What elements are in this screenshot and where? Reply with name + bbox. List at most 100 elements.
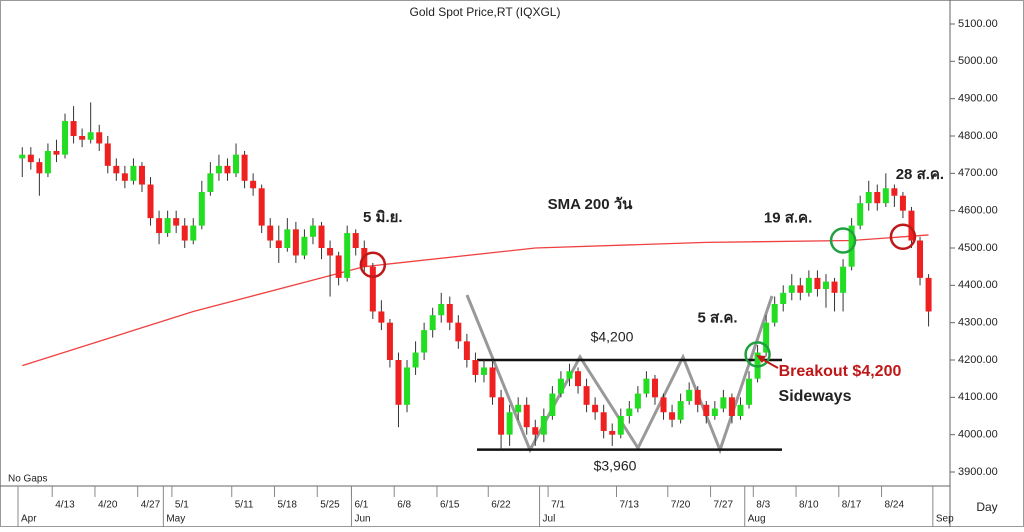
candle-body [660, 397, 667, 413]
candle-body [532, 427, 539, 435]
candle-body [617, 416, 624, 435]
candle-body [241, 154, 248, 181]
month-label: Sep [936, 514, 954, 525]
candle-body [181, 225, 188, 241]
candle-body [352, 233, 359, 248]
candle-body [327, 248, 334, 256]
event-label: 5 ส.ค. [698, 309, 738, 326]
candle-body [840, 266, 847, 293]
x-tick-label: 5/11 [235, 500, 254, 511]
candle-body [318, 225, 325, 248]
candle-body [164, 218, 171, 234]
y-tick-label: 4000.00 [958, 429, 998, 441]
month-label: Apr [21, 514, 37, 525]
candle-body [583, 386, 590, 405]
note: No Gaps [8, 474, 47, 485]
candle-body [344, 233, 351, 278]
candle-body [378, 311, 385, 323]
x-tick-label: 8/24 [885, 500, 905, 511]
sideways-label: Sideways [779, 388, 852, 405]
candle-body [540, 416, 547, 435]
candle-body [728, 397, 735, 416]
candle-body [891, 188, 898, 196]
x-tick-label: 5/1 [175, 500, 189, 511]
x-tick-label: 4/13 [55, 500, 75, 511]
x-tick-label: 6/15 [440, 500, 460, 511]
candle-body [720, 397, 727, 409]
candle-body [566, 371, 573, 379]
event-label: 19 ส.ค. [764, 210, 812, 227]
candle-body [882, 188, 889, 204]
candle-body [207, 173, 214, 192]
candle-body [233, 154, 240, 174]
x-axis-label: Day [976, 500, 997, 514]
candle-body [190, 225, 197, 241]
candle-body [79, 136, 86, 140]
event-circle [889, 223, 917, 251]
candle-body [267, 225, 274, 241]
x-tick-label: 7/13 [620, 500, 640, 511]
candle-body [780, 292, 787, 304]
event-circle [744, 341, 771, 368]
event-label: 5 มิ.ย. [363, 208, 403, 226]
y-tick-label: 4700.00 [958, 167, 998, 179]
candle-body [113, 165, 120, 174]
month-label: Jul [543, 514, 556, 525]
candle-body [472, 360, 479, 375]
candle-body [788, 285, 795, 293]
candle-body [592, 404, 599, 413]
candle-body [737, 404, 744, 416]
candle-body [763, 322, 770, 353]
candle-body [822, 281, 829, 290]
candle-body [669, 412, 676, 420]
candle-body [386, 322, 393, 360]
level-label: $4,200 [591, 329, 634, 345]
candle-body [301, 236, 308, 256]
candle-body [19, 154, 26, 159]
candle-body [369, 266, 376, 312]
y-tick-label: 4200.00 [958, 354, 998, 366]
candle-body [395, 360, 402, 405]
candle-body [857, 203, 864, 226]
candle-body [70, 121, 77, 136]
y-tick-label: 3900.00 [958, 466, 998, 478]
month-label: May [166, 514, 185, 525]
y-tick-label: 5100.00 [958, 18, 998, 30]
y-tick-label: 4900.00 [958, 93, 998, 105]
candle-body [626, 408, 633, 416]
candle-body [480, 367, 487, 375]
chart-title: Gold Spot Price,RT (IQXGL) [410, 5, 561, 19]
candle-body [173, 218, 180, 226]
candle-body [412, 352, 419, 368]
candle-body [36, 162, 43, 174]
level-label: $3,960 [594, 458, 637, 474]
breakout-label: Breakout $4,200 [779, 363, 902, 380]
candle-body [557, 378, 564, 394]
y-tick-label: 4800.00 [958, 130, 998, 142]
candle-body [156, 218, 163, 234]
candle-body [643, 378, 650, 394]
candle-body [797, 285, 804, 293]
candle-body [438, 304, 445, 316]
candle-body [421, 330, 428, 353]
candle-body [429, 315, 436, 331]
x-tick-label: 6/8 [397, 500, 411, 511]
candle-body [831, 281, 838, 293]
arrow-head [756, 355, 766, 363]
sma-label: SMA 200 วัน [548, 196, 634, 213]
candle-body [600, 412, 607, 431]
x-tick-label: 7/20 [671, 500, 691, 511]
candle-body [215, 165, 222, 174]
x-tick-label: 5/18 [278, 500, 298, 511]
candle-body [224, 165, 231, 174]
candle-body [686, 389, 693, 402]
x-tick-label: 7/27 [714, 500, 734, 511]
month-label: Aug [748, 514, 766, 525]
candle-body [609, 430, 616, 435]
candle-body [455, 322, 462, 342]
event-label: 28 ส.ค. [896, 166, 944, 183]
x-tick-label: 7/1 [551, 500, 565, 511]
candle-body [917, 240, 924, 278]
candle-body [515, 404, 522, 413]
